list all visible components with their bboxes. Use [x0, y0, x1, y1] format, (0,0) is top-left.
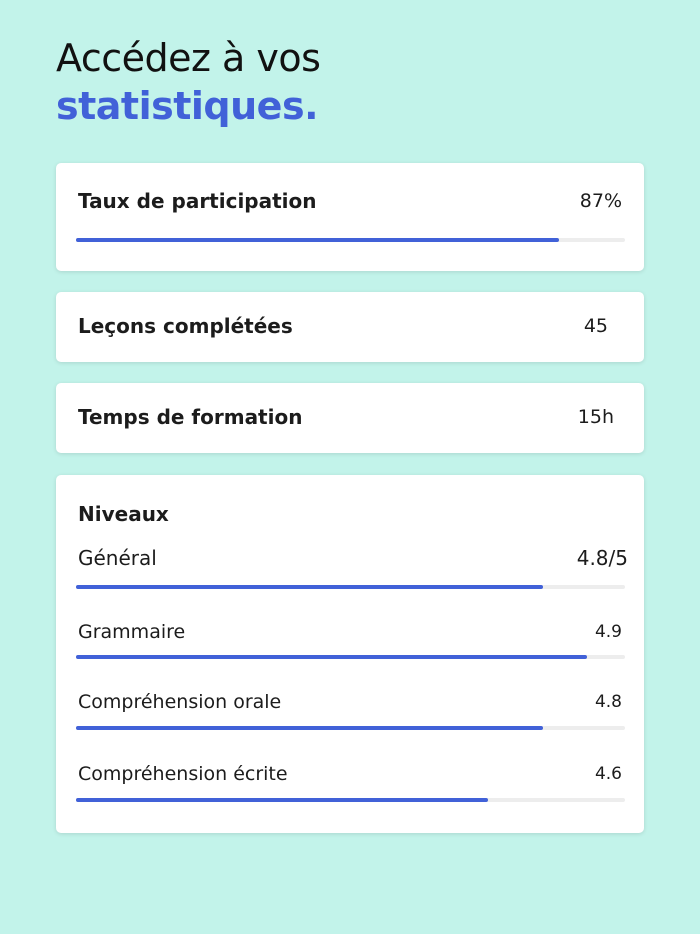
training-time-label: Temps de formation — [78, 405, 303, 429]
written-comprehension-value: 4.6 — [594, 764, 622, 784]
lessons-value: 45 — [583, 315, 608, 337]
general-label: Général — [78, 546, 157, 570]
general-progress-fill — [76, 585, 543, 589]
lessons-label: Leçons complétées — [78, 314, 293, 338]
training-time-value: 15h — [577, 406, 614, 428]
participation-card: Taux de participation 87% — [56, 163, 644, 271]
oral-comprehension-value: 4.8 — [594, 692, 622, 712]
heading-line-2: statistiques. — [56, 84, 319, 128]
heading-line-1: Accédez à vos — [56, 36, 321, 80]
training-time-card: Temps de formation 15h — [56, 383, 644, 453]
written-comprehension-progress-bar — [76, 798, 625, 802]
oral-comprehension-progress-fill — [76, 726, 543, 730]
page-heading: Accédez à vos statistiques. — [56, 34, 321, 130]
grammar-value: 4.9 — [594, 622, 622, 642]
general-progress-bar — [76, 585, 625, 589]
levels-card: Niveaux Général 4.8/5 Grammaire 4.9 Comp… — [56, 475, 644, 833]
written-comprehension-progress-fill — [76, 798, 488, 802]
grammar-progress-bar — [76, 655, 625, 659]
oral-comprehension-progress-bar — [76, 726, 625, 730]
participation-progress-fill — [76, 238, 560, 242]
grammar-label: Grammaire — [78, 621, 186, 643]
participation-label: Taux de participation — [78, 189, 317, 213]
oral-comprehension-label: Compréhension orale — [78, 691, 282, 713]
written-comprehension-label: Compréhension écrite — [78, 763, 288, 785]
participation-progress-bar — [76, 238, 625, 242]
participation-value: 87% — [579, 190, 622, 212]
levels-title: Niveaux — [78, 502, 169, 526]
general-value: 4.8/5 — [576, 546, 628, 570]
grammar-progress-fill — [76, 655, 587, 659]
lessons-card: Leçons complétées 45 — [56, 292, 644, 362]
